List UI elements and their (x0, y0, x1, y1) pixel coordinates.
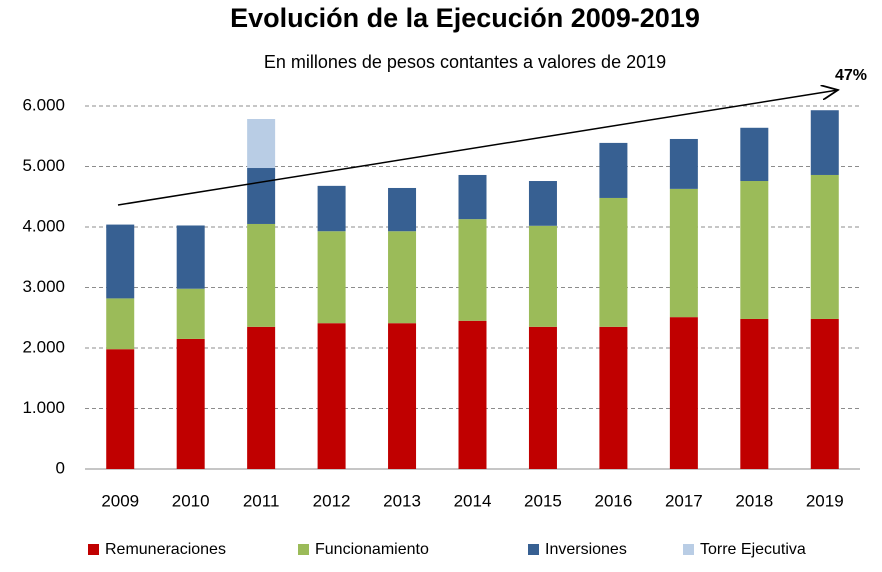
bar-segment (176, 338, 205, 469)
bar-segment (388, 323, 417, 469)
bar-segment (458, 219, 487, 321)
legend-label: Inversiones (545, 541, 627, 558)
bar-segment (176, 225, 205, 289)
bar-segment (599, 142, 628, 198)
x-tick-label: 2009 (101, 491, 139, 510)
x-tick-label: 2019 (806, 491, 844, 510)
x-tick-label: 2011 (243, 491, 280, 510)
bar-segment (528, 326, 557, 469)
chart-title: Evolución de la Ejecución 2009-2019 (230, 3, 700, 33)
legend-swatch (298, 544, 309, 555)
bar-segment (528, 225, 557, 327)
annotation: 47% (835, 67, 867, 84)
legend-swatch (88, 544, 99, 555)
x-tick-label: 2015 (524, 491, 562, 510)
bar-segment (317, 323, 346, 469)
bar-segment (669, 188, 698, 318)
bar-segment (106, 349, 135, 469)
x-tick-label: 2014 (454, 491, 492, 510)
y-tick-label: 3.000 (22, 277, 65, 296)
bar-segment (458, 174, 487, 220)
legend-label: Remuneraciones (105, 541, 226, 558)
bar-segment (317, 185, 346, 232)
x-tick-label: 2017 (665, 491, 703, 510)
trend-arrow (117, 90, 838, 206)
bar-segment (599, 326, 628, 469)
y-tick-label: 2.000 (22, 337, 65, 356)
legend-swatch (528, 544, 539, 555)
chart-subtitle: En millones de pesos contantes a valores… (264, 52, 666, 72)
bar-segment (247, 119, 276, 169)
bar-segment (740, 181, 769, 319)
x-tick-label: 2018 (735, 491, 773, 510)
y-tick-label: 6.000 (22, 95, 65, 114)
bar-segment (810, 318, 839, 469)
bar-segment (247, 326, 276, 469)
y-tick-label: 0 (56, 458, 65, 477)
y-tick-label: 4.000 (22, 216, 65, 235)
bar-segment (810, 174, 839, 319)
x-tick-label: 2016 (594, 491, 632, 510)
bar-segment (458, 320, 487, 469)
bar-segment (106, 224, 135, 299)
bar-segment (388, 231, 417, 324)
bar-segment (740, 127, 769, 182)
bar-segment (317, 231, 346, 324)
x-tick-label: 2013 (383, 491, 421, 510)
bar-segment (528, 181, 557, 226)
y-tick-label: 1.000 (22, 398, 65, 417)
bar-segment (810, 110, 839, 175)
bar-segment (247, 168, 276, 224)
legend-swatch (683, 544, 694, 555)
bar-segment (247, 223, 276, 327)
legend-label: Torre Ejecutiva (700, 541, 806, 558)
bar-segment (176, 288, 205, 339)
legend-label: Funcionamiento (315, 541, 429, 558)
y-tick-label: 5.000 (22, 156, 65, 175)
bar-segment (669, 138, 698, 189)
bar-segment (669, 317, 698, 469)
bar-segment (740, 318, 769, 469)
bar-segment (388, 187, 417, 232)
bar-segment (106, 298, 135, 350)
bar-segment (599, 197, 628, 327)
x-tick-label: 2010 (172, 491, 210, 510)
x-tick-label: 2012 (313, 491, 351, 510)
